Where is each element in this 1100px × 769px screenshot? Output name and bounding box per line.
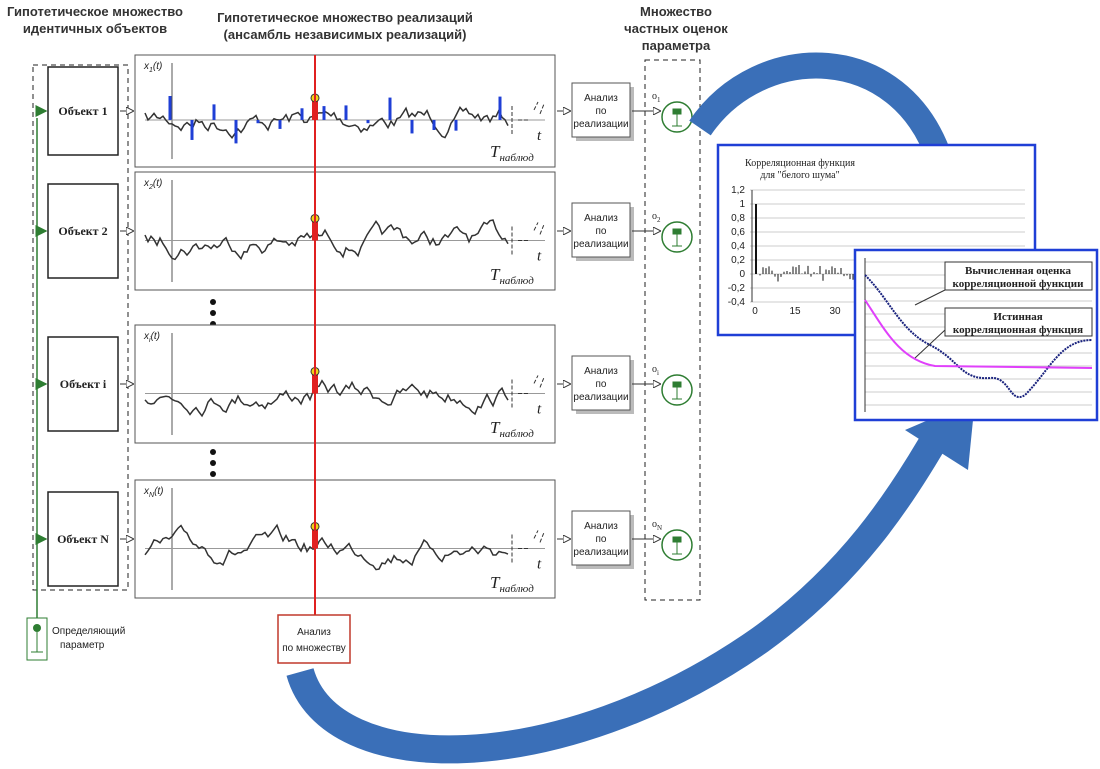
analysis-label: по: [596, 106, 607, 117]
object-label: Объект i: [60, 377, 107, 391]
estimates-title: параметра: [642, 38, 711, 53]
object-label: Объект 2: [58, 224, 107, 238]
estimate-label: oi: [652, 364, 659, 377]
analysis-label: Анализ: [584, 213, 618, 224]
parameter-icon: [33, 624, 41, 632]
inset-y-tick: 0,8: [731, 213, 745, 224]
objects-title: идентичных объектов: [23, 21, 167, 36]
inset-y-tick: 1: [739, 199, 745, 210]
inset-y-tick: 0,2: [731, 255, 745, 266]
realizations-title: Гипотетическое множество реализаций: [217, 10, 473, 25]
inset-x-tick: 15: [789, 306, 801, 317]
inset-y-tick: -0,2: [728, 283, 746, 294]
true-curve-label: Истинная: [993, 311, 1042, 323]
estimate-label: o2: [652, 211, 661, 224]
estimate-index: 2: [657, 216, 661, 224]
inset-y-tick: 0,6: [731, 227, 745, 238]
rows: Объект 1tx1(t)TнаблюдАнализпореализацииo…: [37, 55, 692, 598]
page: Ансамбль реализаций {"header": { "object…: [0, 0, 1100, 769]
inset-y-tick: 1,2: [731, 185, 745, 196]
inset-title: Корреляционная функция: [745, 158, 855, 169]
signal-arg: (t): [153, 61, 162, 72]
parameter-label: Определяющий: [52, 626, 125, 637]
analysis-label: реализации: [573, 392, 628, 403]
inset-y-tick: 0: [739, 269, 745, 280]
analysis-label: Анализ: [584, 366, 618, 377]
analysis-label: по: [596, 534, 607, 545]
ensemble-analysis-label: по множеству: [282, 643, 346, 654]
object-label: Объект 1: [58, 104, 107, 118]
analysis-label: Анализ: [584, 93, 618, 104]
analysis-label: реализации: [573, 547, 628, 558]
inset-x-tick: 0: [752, 306, 758, 317]
analysis-label: реализации: [573, 239, 628, 250]
diagram: Гипотетическое множество идентичных объе…: [0, 0, 1100, 769]
estimate-index: 1: [657, 96, 661, 104]
analysis-label: Анализ: [584, 521, 618, 532]
parameter-label: параметр: [60, 640, 105, 651]
ensemble-analysis-box: [278, 615, 350, 663]
signal-arg: (t): [151, 331, 160, 342]
estimate-index: i: [657, 369, 659, 377]
signal-arg: (t): [154, 486, 163, 497]
analysis-label: по: [596, 226, 607, 237]
estimate-index: N: [657, 524, 662, 532]
observation-subscript: наблюд: [499, 428, 534, 440]
object-label: Объект N: [57, 532, 109, 546]
true-curve-label: корреляционная функция: [953, 324, 1083, 336]
estimates-title: Множество: [640, 4, 712, 19]
observation-subscript: наблюд: [499, 152, 534, 164]
signal-arg: (t): [153, 178, 162, 189]
estimate-curve-label: корреляционной функции: [953, 278, 1085, 290]
estimate-label: oN: [652, 519, 662, 532]
estimates-title: частных оценок: [624, 21, 728, 36]
analysis-label: реализации: [573, 119, 628, 130]
observation-subscript: наблюд: [499, 275, 534, 287]
estimate-curve-label: Вычисленная оценка: [965, 265, 1072, 277]
inset-x-tick: 30: [829, 306, 841, 317]
observation-subscript: наблюд: [499, 583, 534, 595]
inset-title: для "белого шума": [760, 170, 839, 181]
estimate-label: o1: [652, 91, 661, 104]
ensemble-analysis-label: Анализ: [297, 627, 331, 638]
realizations-title: (ансамбль независимых реализаций): [224, 27, 467, 42]
inset-y-tick: -0,4: [728, 297, 746, 308]
inset-y-tick: 0,4: [731, 241, 745, 252]
objects-title: Гипотетическое множество: [7, 4, 183, 19]
body: Гипотетическое множество идентичных объе…: [0, 0, 1100, 769]
analysis-label: по: [596, 379, 607, 390]
